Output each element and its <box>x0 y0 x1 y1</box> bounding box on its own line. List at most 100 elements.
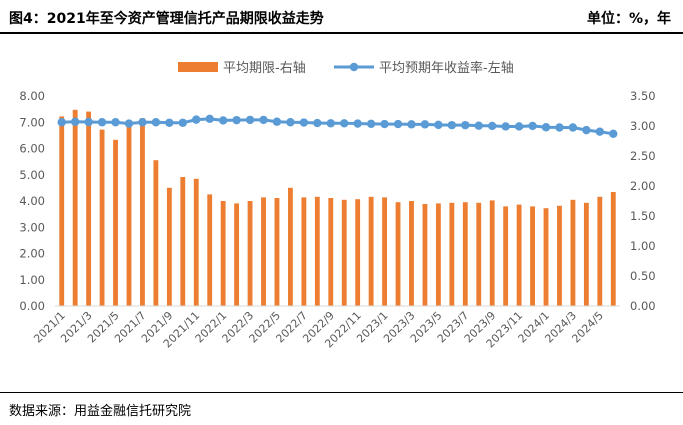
y-right-tick-label: 1.00 <box>630 239 656 253</box>
bar <box>153 160 159 306</box>
line-point <box>528 121 537 131</box>
bar <box>274 198 280 306</box>
line-point <box>461 120 470 130</box>
bar <box>409 201 414 306</box>
y-left-tick-label: 2.00 <box>19 247 45 261</box>
y-right-tick-label: 2.50 <box>630 149 656 163</box>
line-point <box>299 118 309 127</box>
line-point <box>84 117 93 127</box>
line-point <box>393 119 403 129</box>
line-point <box>138 118 147 127</box>
line-point <box>609 129 618 138</box>
line-point <box>353 119 362 128</box>
line-point <box>407 120 416 129</box>
line-point <box>192 115 201 124</box>
bar <box>610 192 616 306</box>
bar <box>234 203 240 306</box>
bar <box>449 202 455 306</box>
bar <box>180 177 186 306</box>
line-point <box>514 122 524 131</box>
line-point <box>272 117 282 126</box>
bar <box>86 111 92 306</box>
line-point <box>232 115 241 125</box>
bar <box>99 129 105 306</box>
line-point <box>57 118 66 127</box>
bar <box>72 109 78 306</box>
bar <box>583 202 589 306</box>
line-point <box>178 118 187 127</box>
bar <box>314 196 320 306</box>
bar <box>435 203 441 306</box>
y-left-tick-label: 0.00 <box>19 299 45 313</box>
line-point <box>151 118 161 127</box>
bar <box>543 208 549 306</box>
line-point <box>124 119 134 128</box>
y-right-tick-label: 3.00 <box>630 119 656 133</box>
y-left-tick-label: 6.00 <box>19 142 45 156</box>
bar <box>140 118 145 306</box>
y-right-tick-label: 2.00 <box>630 179 656 193</box>
chart-footer: 数据来源：用益金融信托研究院 <box>0 392 683 425</box>
bar <box>489 200 495 306</box>
bar <box>516 204 522 306</box>
bar <box>597 196 603 306</box>
line-point <box>70 117 80 126</box>
bar <box>422 204 428 306</box>
line-point <box>568 123 578 132</box>
line-point <box>420 120 430 129</box>
y-left-tick-label: 4.00 <box>19 194 45 208</box>
y-left-tick-label: 1.00 <box>19 273 45 287</box>
line-point <box>447 120 457 130</box>
bar <box>126 123 132 306</box>
bar <box>261 197 266 306</box>
line-point <box>205 114 214 124</box>
line-point <box>340 119 349 128</box>
bar <box>247 201 253 306</box>
y-left-tick-label: 5.00 <box>19 168 45 182</box>
line-point <box>313 118 322 128</box>
y-right-tick-label: 0.50 <box>630 269 656 283</box>
unit-label: 单位：%，年 <box>586 11 671 27</box>
line-point <box>541 123 551 132</box>
bar <box>570 199 576 306</box>
bar <box>382 197 388 306</box>
line-point <box>380 119 389 129</box>
line-point <box>582 125 591 135</box>
legend-marker-line <box>349 62 359 72</box>
line-point <box>488 121 497 131</box>
line-point <box>366 119 376 129</box>
y-right-tick-label: 1.50 <box>630 209 656 223</box>
bar <box>328 198 334 306</box>
bar <box>287 187 293 306</box>
y-right-tick-label: 3.50 <box>630 89 656 103</box>
bar <box>557 205 562 306</box>
line-point <box>111 118 120 127</box>
bar <box>503 206 509 306</box>
bar <box>462 202 468 306</box>
line-point <box>595 127 605 136</box>
line-point <box>218 116 228 125</box>
line-point <box>434 120 443 130</box>
line-point <box>259 115 268 125</box>
bar <box>301 197 307 306</box>
line-point <box>501 122 510 131</box>
y-left-tick-label: 8.00 <box>19 89 45 103</box>
bar <box>530 206 535 306</box>
bar <box>166 187 172 306</box>
chart-header: 图4：2021年至今资产管理信托产品期限收益走势 单位：%，年 <box>0 0 683 34</box>
bar <box>368 196 374 306</box>
legend-swatch-bar <box>178 62 218 72</box>
legend: 平均期限-右轴 平均预期年收益率-左轴 <box>178 60 514 76</box>
line-point <box>165 118 174 127</box>
legend-label-bar: 平均期限-右轴 <box>223 61 306 76</box>
bar <box>113 139 118 306</box>
line-point <box>474 121 483 130</box>
y-left-tick-label: 7.00 <box>19 115 45 129</box>
bar <box>476 202 482 306</box>
source-note: 数据来源：用益金融信托研究院 <box>9 404 192 419</box>
bar <box>395 202 401 306</box>
bar <box>207 194 213 306</box>
line-point <box>326 119 335 128</box>
legend-label-line: 平均预期年收益率-左轴 <box>379 60 514 76</box>
bar <box>341 199 347 306</box>
